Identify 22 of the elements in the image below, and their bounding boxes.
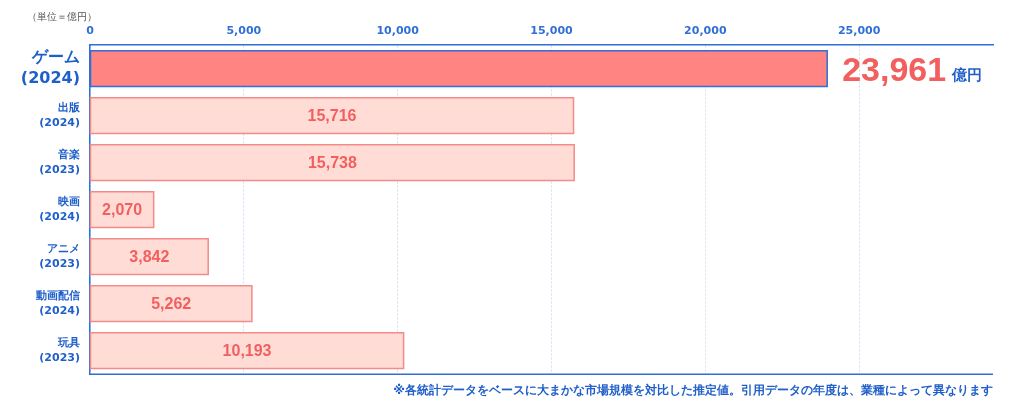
data-label: 5,262 — [151, 295, 192, 313]
x-tick-label: 15,000 — [530, 24, 574, 38]
data-label: 23,961 億円 — [842, 49, 983, 88]
text: （単位＝億円） — [27, 10, 97, 24]
x-tick-label: 20,000 — [684, 24, 727, 38]
x-tick-label: 25,000 — [837, 24, 881, 38]
y-tick-label: ゲーム (2024) — [20, 47, 80, 88]
data-label: 3,842 — [129, 248, 170, 266]
data-label: 15,738 — [307, 153, 357, 171]
y-tick-label: アニメ (2023) — [39, 242, 80, 270]
data-label: 10,193 — [222, 342, 272, 360]
y-tick-label: 動画配信 (2024) — [35, 289, 80, 317]
x-tick-label: 10,000 — [376, 24, 420, 38]
data-label: 2,070 — [102, 201, 143, 219]
y-tick-label: 映画 (2024) — [39, 195, 80, 223]
x-tick-label: 5,000 — [226, 24, 262, 38]
text: ※各統計データをベースに大まかな市場規模を対比した推定値。引用データの年度は、業種によって異なります — [393, 383, 993, 397]
data-label: 15,716 — [307, 106, 357, 124]
y-tick-label: 音楽 (2023) — [39, 148, 80, 176]
y-tick-label: 出版 (2024) — [39, 101, 81, 129]
x-tick-label: 0 — [86, 24, 95, 38]
y-tick-label: 玩具 (2023) — [39, 336, 80, 364]
